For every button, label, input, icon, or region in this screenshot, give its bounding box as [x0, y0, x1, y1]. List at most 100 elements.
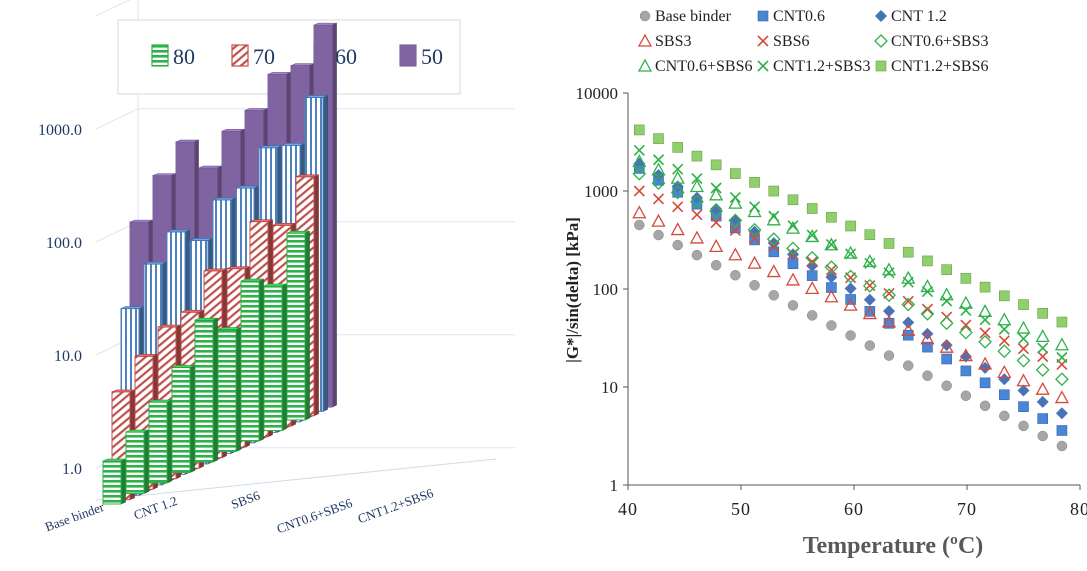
point-x: [768, 240, 780, 252]
point-circle: [653, 229, 664, 241]
point-diamond-open: [824, 260, 839, 275]
point-triangle-open: [843, 297, 858, 311]
point-x-stroke: [960, 319, 972, 331]
point-square: [710, 159, 722, 171]
bar-top: [295, 174, 319, 178]
point-x: [710, 216, 722, 229]
y-axis-tick-labels: 1.0 10.0 100.0 1000.0: [38, 122, 82, 478]
bar: [194, 317, 218, 463]
bar: [263, 283, 287, 432]
bar-top: [143, 261, 167, 265]
point-diamond: [1055, 407, 1068, 420]
bar-side: [166, 399, 172, 484]
point-diamond: [979, 361, 992, 374]
scatter-y-axis-title: |G*|/sin(delta) [kPa]: [563, 217, 582, 363]
point-square: [730, 168, 741, 179]
bar-top: [111, 389, 135, 393]
x-tick-label: 50: [731, 499, 751, 519]
point-square: [757, 10, 769, 22]
bar-top: [217, 327, 241, 330]
bar-top: [134, 354, 158, 357]
point-triangle-open: [747, 255, 762, 269]
point-triangle-open: [632, 205, 647, 219]
point-circle: [672, 239, 683, 251]
series-points: [632, 205, 1070, 404]
bar-top: [180, 309, 204, 313]
point-triangle-open: [824, 237, 839, 251]
point-diamond-open: [901, 297, 916, 312]
point-x: [960, 304, 972, 316]
x-tick-label: CNT0.6+SBS6: [275, 495, 355, 536]
point-x-stroke: [902, 295, 914, 307]
point-diamond-open: [632, 166, 647, 181]
x-tick-label: SBS6: [229, 487, 262, 511]
point-x: [633, 185, 645, 197]
point-triangle-open: [728, 195, 743, 209]
point-diamond-open: [958, 325, 973, 340]
point-triangle-open: [1016, 320, 1031, 334]
point-circle: [710, 259, 722, 271]
x-tick-label: CNT 1.2: [132, 493, 180, 523]
point-square: [749, 177, 760, 188]
point-triangle-open: [670, 170, 685, 184]
bar-front: [148, 401, 168, 484]
point-diamond-open: [670, 185, 685, 200]
point-square: [883, 238, 895, 249]
point-x: [691, 209, 703, 221]
x-tick-label: 80: [1070, 499, 1087, 519]
point-diamond: [825, 271, 838, 284]
point-x-stroke: [825, 238, 837, 251]
legend-label: 70: [253, 44, 275, 69]
point-triangle-open: [1054, 337, 1070, 351]
point-x-stroke: [1017, 343, 1030, 355]
series-points: [633, 124, 1068, 328]
point-square: [806, 270, 818, 281]
bar-top: [263, 283, 287, 287]
point-x-stroke: [652, 193, 665, 205]
point-x: [757, 35, 769, 47]
point-x-stroke: [883, 267, 895, 279]
bar-front: [240, 280, 260, 442]
point-diamond-open: [920, 306, 935, 321]
point-x-stroke: [979, 314, 991, 326]
point-square: [1018, 401, 1029, 412]
bar: [148, 399, 172, 484]
x-axis-tick-labels: Base binder CNT 1.2 SBS6 CNT0.6+SBS6 CNT1.2+…: [43, 485, 436, 536]
point-diamond-open: [805, 250, 820, 265]
point-square: [960, 273, 972, 284]
wall-gridline-side: [95, 0, 131, 17]
bar: [286, 230, 310, 421]
point-x: [672, 163, 684, 175]
point-x: [806, 229, 818, 241]
point-x-stroke: [710, 182, 722, 194]
point-x: [921, 303, 934, 315]
bar-top: [171, 365, 195, 368]
point-triangle-open: [997, 365, 1012, 379]
bar-side: [258, 278, 264, 442]
point-diamond-open: [709, 204, 724, 219]
point-circle: [999, 410, 1010, 422]
point-x: [729, 224, 741, 236]
point-x-stroke: [633, 185, 645, 197]
series-points: [633, 185, 1068, 370]
point-triangle-open: [920, 279, 935, 293]
point-diamond-open: [997, 344, 1012, 359]
point-square: [787, 194, 799, 206]
point-diamond: [767, 237, 780, 250]
bar-front: [171, 366, 191, 473]
point-square: [902, 246, 914, 258]
x-tick-label: 70: [957, 499, 977, 519]
bar-front: [217, 329, 237, 452]
point-x: [825, 264, 837, 276]
point-circle: [730, 269, 741, 281]
point-x-stroke: [998, 323, 1010, 335]
point-x-stroke: [748, 232, 761, 244]
series-points: [632, 166, 1069, 387]
column-chart-3d: 80 70 60 50 1.0 10.0 100.0 1000.0 Base binder C…: [38, 0, 515, 536]
point-square: [845, 220, 856, 232]
point-circle: [883, 350, 895, 361]
point-diamond-open: [939, 316, 954, 331]
point-diamond-open: [728, 213, 743, 228]
point-triangle-open: [862, 254, 877, 268]
bar: [217, 327, 241, 452]
